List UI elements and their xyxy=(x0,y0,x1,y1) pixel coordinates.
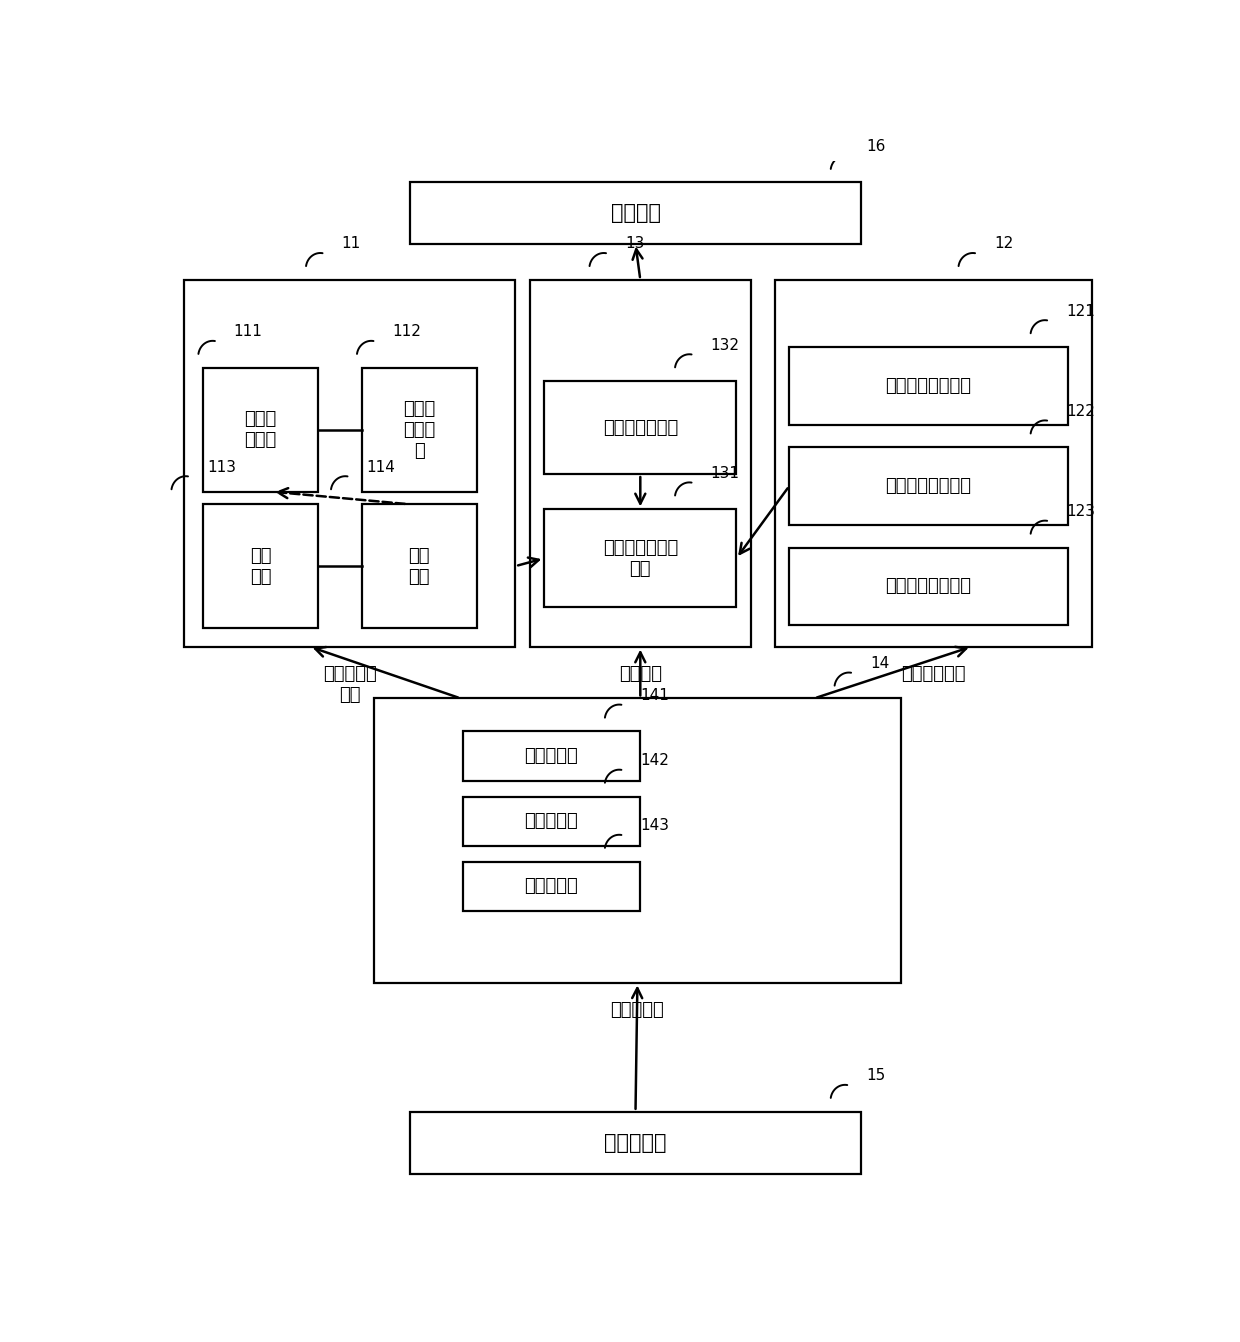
Text: 12: 12 xyxy=(994,236,1013,251)
Bar xyxy=(544,381,737,474)
Text: 142: 142 xyxy=(640,753,670,768)
Text: 个股风险监控模块: 个股风险监控模块 xyxy=(885,476,972,495)
Bar xyxy=(789,447,1068,525)
Text: 外部风险监控模块: 外部风险监控模块 xyxy=(885,577,972,596)
Text: 编译
模块: 编译 模块 xyxy=(408,546,430,585)
Text: 15: 15 xyxy=(866,1068,885,1083)
Bar xyxy=(463,731,640,781)
Text: 动态策
略模块: 动态策 略模块 xyxy=(244,411,277,450)
Text: 基本数据库: 基本数据库 xyxy=(525,878,578,895)
Text: 111: 111 xyxy=(234,325,263,340)
Text: 外部数据库: 外部数据库 xyxy=(604,1133,667,1153)
Text: 可视化回测流程
模块: 可视化回测流程 模块 xyxy=(603,539,678,578)
Text: 11: 11 xyxy=(341,236,361,251)
Text: 13: 13 xyxy=(625,236,645,251)
Bar xyxy=(203,368,319,491)
Text: 可视化
流程模
块: 可视化 流程模 块 xyxy=(403,400,435,459)
Bar xyxy=(529,280,750,647)
Text: 132: 132 xyxy=(711,338,739,353)
Text: 141: 141 xyxy=(640,688,670,703)
Text: 功能性策略
模块: 功能性策略 模块 xyxy=(322,666,377,705)
Text: 122: 122 xyxy=(1066,404,1095,419)
Bar xyxy=(374,698,900,982)
Text: 14: 14 xyxy=(870,656,889,671)
Text: 内部数据库: 内部数据库 xyxy=(610,1001,665,1019)
Bar xyxy=(789,348,1068,424)
Bar xyxy=(463,862,640,911)
Text: 展示模块: 展示模块 xyxy=(610,203,661,223)
Text: 市场风险监控模块: 市场风险监控模块 xyxy=(885,377,972,395)
Text: 143: 143 xyxy=(640,819,670,833)
Text: 123: 123 xyxy=(1066,505,1095,519)
Bar xyxy=(544,509,737,608)
Text: 自动化回测模块: 自动化回测模块 xyxy=(603,419,678,436)
Bar xyxy=(409,1111,862,1174)
Text: 114: 114 xyxy=(367,460,396,475)
Bar xyxy=(463,797,640,847)
Text: 131: 131 xyxy=(711,466,739,480)
Text: 121: 121 xyxy=(1066,303,1095,318)
Text: 回测模块: 回测模块 xyxy=(619,666,662,683)
Text: 编辑
模块: 编辑 模块 xyxy=(250,546,272,585)
Text: 113: 113 xyxy=(207,460,236,475)
Bar xyxy=(409,181,862,244)
Text: 112: 112 xyxy=(392,325,422,340)
Bar xyxy=(789,548,1068,625)
Bar xyxy=(184,280,516,647)
Text: 策略数据库: 策略数据库 xyxy=(525,747,578,765)
Text: 风险数据库: 风险数据库 xyxy=(525,812,578,831)
Text: 风险监控模块: 风险监控模块 xyxy=(901,666,966,683)
Text: 16: 16 xyxy=(866,140,885,154)
Bar xyxy=(362,505,477,628)
Bar xyxy=(362,368,477,491)
Bar xyxy=(775,280,1092,647)
Bar xyxy=(203,505,319,628)
